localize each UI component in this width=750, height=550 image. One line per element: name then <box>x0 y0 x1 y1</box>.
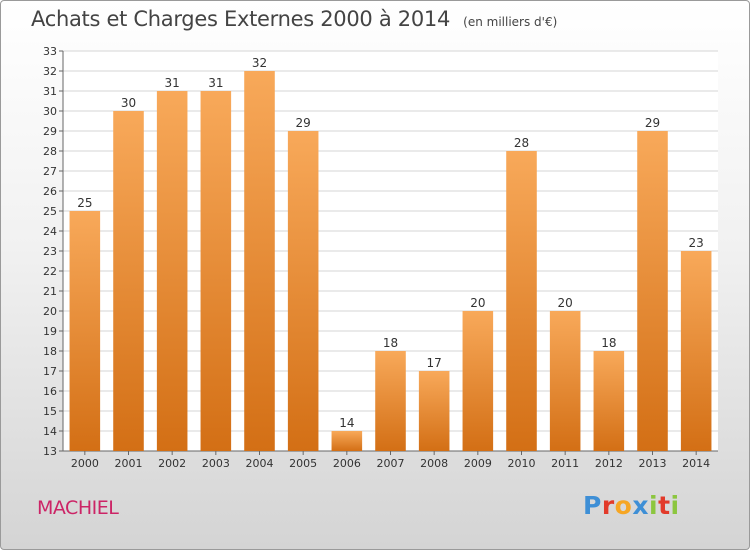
x-tick-label: 2006 <box>333 457 361 470</box>
chart-title: Achats et Charges Externes 2000 à 2014 <box>31 7 451 31</box>
logo-letter: t <box>658 491 671 520</box>
x-tick-label: 2003 <box>202 457 230 470</box>
bar-value-label: 31 <box>165 76 180 90</box>
bar-value-label: 17 <box>427 356 442 370</box>
y-tick-label: 26 <box>43 185 57 198</box>
bar-value-label: 32 <box>252 56 267 70</box>
bar-value-label: 29 <box>645 116 660 130</box>
x-tick-label: 2000 <box>71 457 99 470</box>
place-name: MACHIEL <box>37 497 119 519</box>
logo-letter: r <box>601 491 615 520</box>
y-tick-label: 22 <box>43 265 57 278</box>
x-tick-label: 2004 <box>246 457 274 470</box>
y-tick-label: 30 <box>43 105 57 118</box>
y-tick-label: 18 <box>43 345 57 358</box>
bar-value-label: 31 <box>208 76 223 90</box>
bar <box>593 351 625 451</box>
x-tick-label: 2014 <box>682 457 710 470</box>
x-tick-label: 2009 <box>464 457 492 470</box>
logo-letter: P <box>583 491 602 520</box>
bar <box>418 371 450 451</box>
bar <box>506 151 537 451</box>
logo-letter: x <box>632 491 649 520</box>
y-tick-label: 31 <box>43 85 57 98</box>
y-tick-label: 33 <box>43 45 57 58</box>
bar <box>244 71 275 451</box>
bar-value-label: 25 <box>77 196 92 210</box>
y-tick-label: 19 <box>43 325 57 338</box>
y-tick-label: 23 <box>43 245 57 258</box>
x-tick-label: 2012 <box>595 457 623 470</box>
bar-value-label: 28 <box>514 136 529 150</box>
bar-value-label: 18 <box>383 336 398 350</box>
bar <box>113 111 144 451</box>
y-tick-label: 20 <box>43 305 57 318</box>
x-tick-label: 2002 <box>158 457 186 470</box>
chart-title-block: Achats et Charges Externes 2000 à 2014 (… <box>31 7 557 31</box>
x-tick-label: 2010 <box>508 457 536 470</box>
bar-value-label: 20 <box>558 296 573 310</box>
y-tick-label: 15 <box>43 405 57 418</box>
y-tick-label: 25 <box>43 205 57 218</box>
logo-letter: o <box>614 491 633 520</box>
y-tick-label: 16 <box>43 385 57 398</box>
bar <box>69 211 101 451</box>
logo-letter: i <box>670 491 680 520</box>
y-tick-label: 13 <box>43 445 57 458</box>
bar-value-label: 20 <box>470 296 485 310</box>
y-tick-label: 17 <box>43 365 57 378</box>
x-tick-label: 2007 <box>377 457 405 470</box>
bar-value-label: 30 <box>121 96 136 110</box>
proxiti-logo[interactable]: Proxiti <box>583 491 680 520</box>
bar <box>375 351 406 451</box>
bar-value-label: 23 <box>689 236 704 250</box>
bar <box>200 91 232 451</box>
bar <box>680 251 712 451</box>
x-tick-label: 2008 <box>420 457 448 470</box>
bar-value-label: 14 <box>339 416 354 430</box>
y-tick-label: 29 <box>43 125 57 138</box>
y-tick-label: 24 <box>43 225 57 238</box>
bar-value-label: 29 <box>296 116 311 130</box>
bar <box>549 311 581 451</box>
y-tick-label: 32 <box>43 65 57 78</box>
bar <box>156 91 188 451</box>
bar <box>637 131 668 451</box>
bar-value-label: 18 <box>601 336 616 350</box>
y-tick-label: 28 <box>43 145 57 158</box>
y-tick-label: 21 <box>43 285 57 298</box>
x-tick-label: 2005 <box>289 457 317 470</box>
bar <box>287 131 319 451</box>
y-tick-label: 14 <box>43 425 57 438</box>
y-tick-label: 27 <box>43 165 57 178</box>
bar <box>462 311 494 451</box>
x-tick-label: 2013 <box>639 457 667 470</box>
chart-subtitle: (en milliers d'€) <box>463 15 558 29</box>
x-tick-label: 2011 <box>551 457 579 470</box>
logo-letter: i <box>649 491 659 520</box>
x-tick-label: 2001 <box>115 457 143 470</box>
bar <box>331 431 363 451</box>
